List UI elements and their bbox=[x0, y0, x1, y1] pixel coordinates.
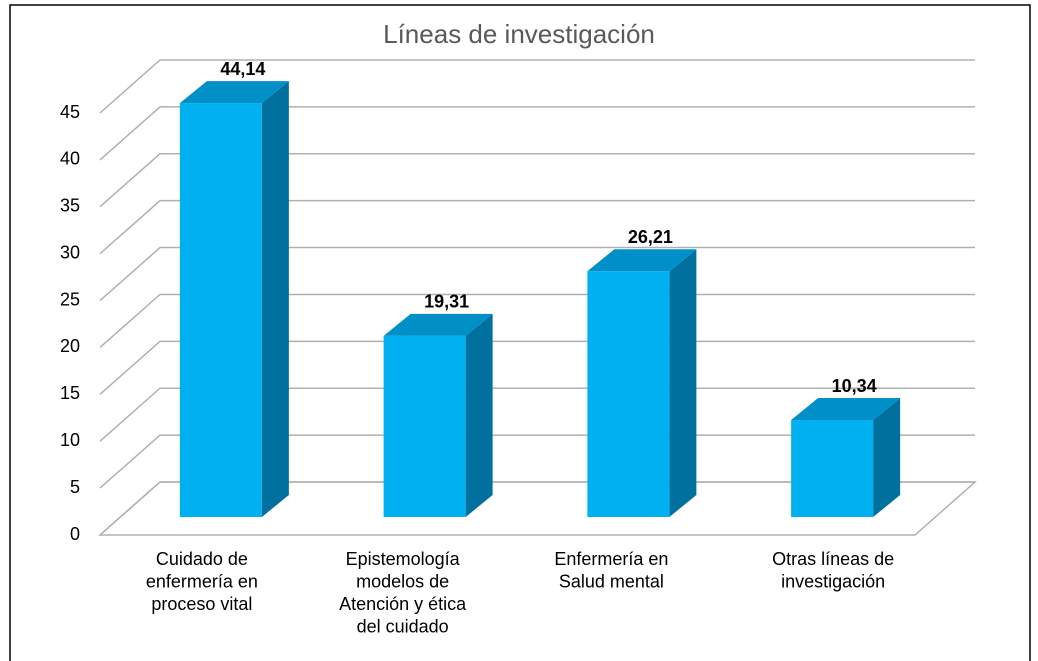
x-tick-label: Epistemología modelos de Atención y ética d… bbox=[339, 549, 467, 637]
grid-line bbox=[99, 106, 975, 161]
x-tick-label: Otras líneas de investigación bbox=[772, 549, 894, 592]
grid-line bbox=[99, 293, 975, 349]
bar bbox=[791, 420, 874, 517]
bar-side bbox=[669, 249, 697, 518]
x-tick-label: Cuidado de enfermería en proceso vital bbox=[146, 549, 258, 614]
grid-line bbox=[99, 387, 975, 442]
bar bbox=[179, 103, 262, 518]
y-tick-label: 0 bbox=[70, 524, 80, 544]
bar-top bbox=[587, 249, 697, 272]
y-tick-label: 40 bbox=[60, 149, 80, 169]
value-label: 19,31 bbox=[424, 292, 469, 312]
grid-line bbox=[99, 434, 975, 489]
bar-side bbox=[465, 313, 493, 517]
value-label: 10,34 bbox=[832, 376, 877, 396]
grid-line bbox=[99, 481, 975, 536]
y-tick-label: 20 bbox=[60, 336, 80, 356]
value-label: 44,14 bbox=[220, 59, 265, 79]
bar-side bbox=[261, 81, 289, 518]
bar-top bbox=[383, 313, 493, 336]
bar-top bbox=[791, 398, 901, 421]
y-tick-label: 45 bbox=[60, 102, 80, 122]
grid-line bbox=[99, 340, 975, 395]
grid-line bbox=[99, 199, 975, 255]
y-tick-label: 30 bbox=[60, 242, 80, 262]
bar bbox=[383, 335, 466, 517]
value-label: 26,21 bbox=[628, 227, 673, 247]
grid-line bbox=[99, 153, 975, 208]
y-tick-label: 10 bbox=[60, 430, 80, 450]
chart-title: Líneas de investigación bbox=[383, 19, 655, 49]
x-tick-label: Enfermería en Salud mental bbox=[554, 549, 668, 592]
y-tick-label: 25 bbox=[60, 289, 80, 309]
y-tick-label: 5 bbox=[70, 477, 80, 497]
bar-side bbox=[873, 398, 901, 517]
bar bbox=[587, 271, 670, 517]
grid-line bbox=[99, 246, 975, 302]
bar-top bbox=[179, 81, 289, 104]
y-tick-label: 35 bbox=[60, 196, 80, 216]
grid-line bbox=[99, 59, 975, 114]
y-tick-label: 15 bbox=[60, 383, 80, 403]
